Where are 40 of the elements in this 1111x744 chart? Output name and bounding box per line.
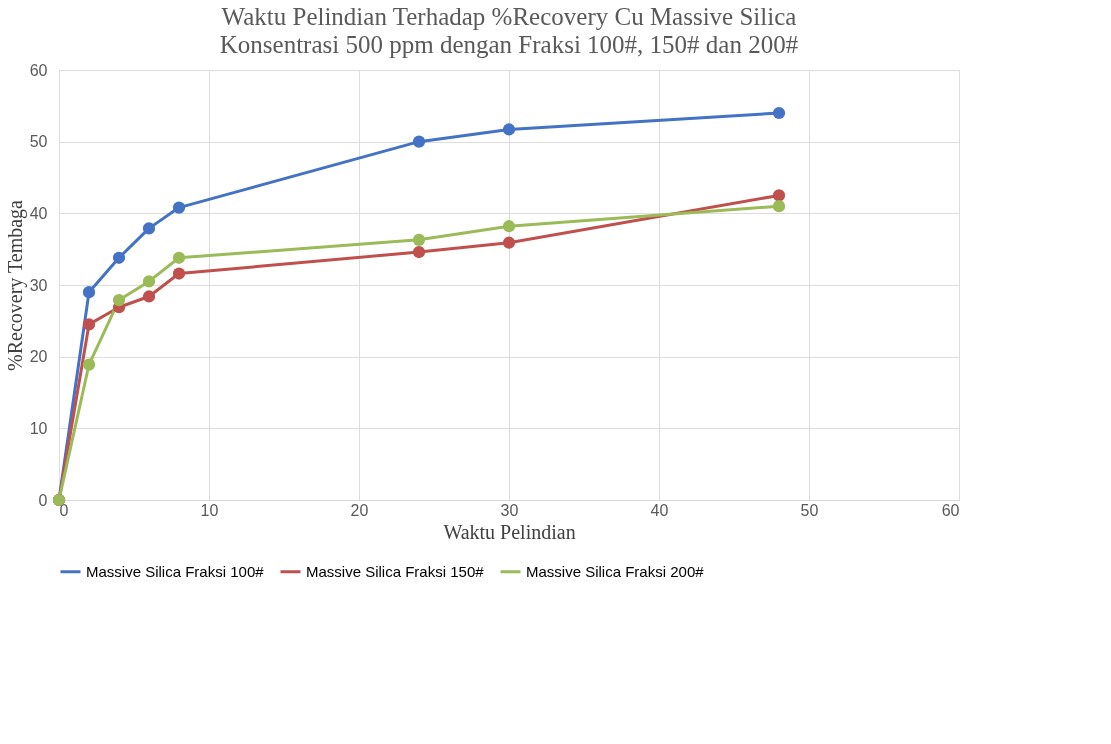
point: [772, 106, 786, 120]
point: [112, 251, 126, 264]
y-tick-label: 60: [29, 61, 48, 79]
point: [82, 358, 96, 371]
chart-subtitle: Konsentrasi 500 ppm dengan Fraksi 100#, 150# dan 200#: [219, 31, 799, 58]
point: [502, 123, 516, 136]
point: [412, 135, 426, 148]
legend-label: Massive Silica Fraksi 150#: [306, 562, 485, 580]
chart-title: Waktu Pelindian Terhadap %Recovery Cu Massive Silica: [221, 3, 797, 30]
y-tick-label: 40: [29, 204, 48, 222]
point: [502, 220, 516, 233]
point: [772, 200, 786, 213]
x-axis-title: Waktu Pelindian: [443, 520, 576, 543]
point: [172, 267, 186, 280]
x-tick-label: 60: [941, 501, 960, 519]
point: [142, 275, 156, 288]
point: [112, 293, 126, 307]
y-tick-label: 10: [29, 419, 48, 437]
point: [772, 189, 786, 202]
y-tick-label: 50: [29, 133, 48, 151]
point: [502, 236, 516, 249]
point: [82, 318, 96, 331]
x-tick-label: 10: [200, 501, 219, 519]
legend-label: Massive Silica Fraksi 100#: [86, 562, 265, 580]
x-tick-label: 40: [650, 501, 669, 519]
y-tick-label: 30: [29, 276, 48, 294]
point: [142, 290, 156, 303]
point: [172, 251, 186, 264]
y-axis-title: %Recovery Tembaga: [3, 199, 27, 371]
point: [412, 233, 426, 246]
point: [82, 286, 96, 299]
x-tick-label: 50: [800, 501, 819, 519]
x-tick-label: 30: [500, 501, 519, 519]
x-tick-label: 0: [59, 501, 69, 519]
legend-label: Massive Silica Fraksi 200#: [526, 562, 705, 580]
y-tick-label: 20: [29, 348, 48, 366]
point: [412, 245, 426, 259]
point: [172, 201, 186, 214]
point: [142, 222, 156, 235]
x-tick-label: 20: [350, 501, 369, 519]
